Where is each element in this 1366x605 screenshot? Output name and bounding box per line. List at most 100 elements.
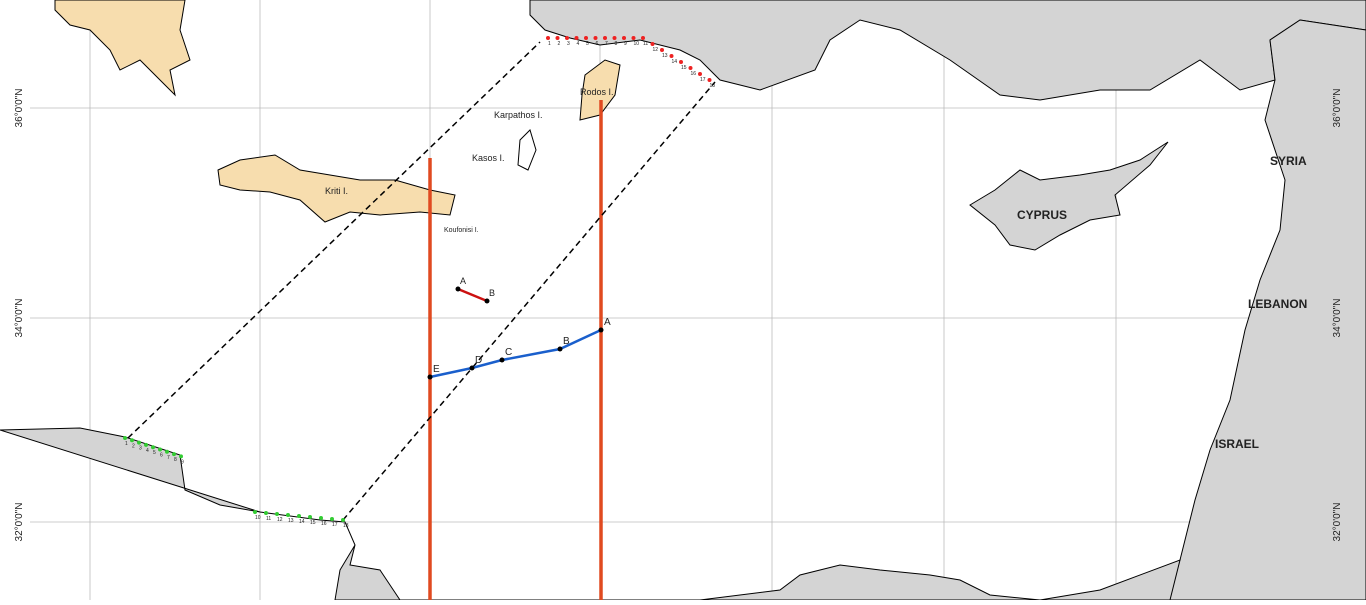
coast-point bbox=[330, 517, 334, 521]
lat-label: 34°0'0"N bbox=[14, 299, 25, 338]
lat-label: 36°0'0"N bbox=[14, 89, 25, 128]
coast-label: 15 bbox=[310, 520, 316, 526]
lat-label: 34°0'0"N bbox=[1332, 299, 1343, 338]
kriti bbox=[217, 154, 456, 223]
red-segment bbox=[457, 287, 488, 303]
coast-label: 14 bbox=[672, 59, 678, 65]
coast-label: 7 bbox=[605, 41, 608, 47]
coast-label: 9 bbox=[624, 41, 627, 47]
coast-point bbox=[622, 36, 626, 40]
country-label: SYRIA bbox=[1270, 154, 1307, 168]
coast-label: 14 bbox=[299, 519, 305, 525]
coast-label: 12 bbox=[277, 517, 283, 523]
coast-label: 6 bbox=[160, 453, 163, 459]
coast-point bbox=[584, 36, 588, 40]
coast-label: 13 bbox=[288, 518, 294, 524]
coast-point bbox=[593, 36, 598, 40]
coast-point bbox=[286, 513, 290, 517]
lat-label: 32°0'0"N bbox=[14, 503, 25, 542]
rodos bbox=[579, 59, 621, 121]
lat-label: 36°0'0"N bbox=[1332, 89, 1343, 128]
coast-point bbox=[137, 440, 141, 445]
coast-point bbox=[546, 36, 550, 40]
coast-point bbox=[641, 36, 645, 40]
cyprus bbox=[969, 141, 1169, 251]
coast-label: 17 bbox=[332, 522, 338, 528]
dashed-line bbox=[342, 81, 716, 521]
coast-label: 3 bbox=[139, 446, 142, 452]
lat-label: 32°0'0"N bbox=[1332, 503, 1343, 542]
coast-point bbox=[144, 442, 148, 447]
country-label: CYPRUS bbox=[1017, 208, 1067, 222]
coast-label: 18 bbox=[343, 523, 349, 529]
coast-label: 4 bbox=[577, 41, 580, 47]
peloponnese bbox=[54, 0, 191, 97]
island-label: Koufonisi I. bbox=[444, 227, 479, 234]
coast-label: 5 bbox=[153, 450, 156, 456]
coast-point bbox=[179, 454, 183, 459]
coast-label: 15 bbox=[681, 65, 687, 71]
coast-label: 7 bbox=[167, 455, 170, 461]
coast-point bbox=[565, 36, 569, 40]
coast-point bbox=[650, 42, 655, 46]
island-label: Kasos I. bbox=[472, 153, 505, 163]
island-label: Kriti I. bbox=[325, 186, 348, 196]
coast-point bbox=[130, 438, 134, 443]
point-label: E bbox=[433, 364, 440, 375]
coast-label: 11 bbox=[266, 516, 271, 522]
north-africa bbox=[0, 427, 1181, 601]
coast-point bbox=[574, 36, 579, 40]
coast-label: 17 bbox=[700, 77, 706, 83]
median-line bbox=[429, 328, 602, 379]
point-label: B bbox=[489, 288, 495, 298]
point-label: B bbox=[563, 336, 570, 347]
coast-label: 10 bbox=[634, 41, 640, 47]
line-point bbox=[499, 357, 505, 363]
coast-label: 13 bbox=[662, 53, 668, 59]
coast-point bbox=[341, 518, 345, 522]
coast-point bbox=[253, 510, 257, 514]
line-point bbox=[557, 346, 563, 352]
coast-point bbox=[158, 447, 162, 452]
coast-label: 9 bbox=[181, 459, 184, 465]
coast-label: 18 bbox=[710, 83, 716, 89]
coast-point bbox=[669, 54, 674, 58]
island-label: Rodos I. bbox=[580, 87, 614, 97]
point-label: A bbox=[460, 276, 466, 286]
coast-label: 1 bbox=[125, 441, 128, 447]
segment-point bbox=[484, 298, 490, 304]
coast-label: 8 bbox=[174, 457, 177, 463]
coast-point bbox=[631, 36, 636, 40]
coast-point bbox=[172, 452, 176, 457]
line-point bbox=[469, 365, 475, 371]
line-point bbox=[427, 374, 433, 380]
point-label: D bbox=[475, 355, 482, 366]
coast-point bbox=[612, 36, 617, 40]
coast-label: 2 bbox=[132, 443, 135, 449]
segment-point bbox=[455, 286, 461, 292]
coast-label: 12 bbox=[653, 47, 659, 53]
coast-point bbox=[308, 515, 312, 519]
coast-label: 4 bbox=[146, 448, 149, 454]
karpathos bbox=[517, 129, 537, 171]
coast-point bbox=[688, 66, 693, 70]
coast-label: 6 bbox=[596, 41, 599, 47]
coast-point bbox=[319, 516, 323, 520]
coast-label: 5 bbox=[586, 41, 589, 47]
coast-point bbox=[603, 36, 607, 40]
coast-label: 11 bbox=[643, 41, 648, 47]
island-label: Karpathos I. bbox=[494, 110, 543, 120]
coast-point bbox=[660, 48, 664, 52]
coast-label: 10 bbox=[255, 515, 261, 521]
coast-label: 3 bbox=[567, 41, 570, 47]
dashed-line bbox=[127, 41, 541, 439]
point-label: C bbox=[505, 347, 512, 358]
coast-point bbox=[275, 512, 279, 516]
point-label: A bbox=[604, 317, 611, 328]
graticule bbox=[30, 0, 1330, 600]
country-label: LEBANON bbox=[1248, 297, 1307, 311]
coast-label: 16 bbox=[321, 521, 327, 527]
line-point bbox=[598, 327, 604, 333]
